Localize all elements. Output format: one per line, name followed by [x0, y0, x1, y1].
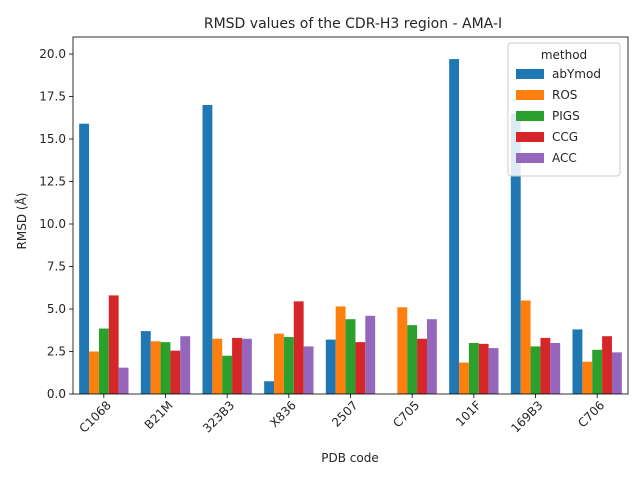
x-tick-label: C706: [575, 398, 607, 430]
x-tick-label: X836: [267, 398, 299, 430]
y-tick-label: 5.0: [47, 302, 66, 316]
bar-abYmod-C1068: [79, 123, 90, 394]
y-tick-label: 7.5: [47, 260, 66, 274]
bar-PIGS-C705: [407, 325, 418, 394]
bar-abYmod-2507: [325, 339, 336, 394]
bar-ACC-B21M: [180, 336, 191, 394]
y-axis-title: RMSD (Å): [14, 193, 29, 250]
bar-PIGS-169B3: [530, 346, 541, 394]
bar-CCG-323B3: [232, 337, 242, 394]
bar-ROS-2507: [335, 306, 346, 394]
bar-abYmod-323B3: [202, 105, 213, 394]
bar-ACC-2507: [365, 315, 376, 394]
y-tick-label: 0.0: [47, 387, 66, 401]
legend-swatch-ACC: [516, 153, 544, 163]
x-tick-label: 323B3: [200, 398, 237, 435]
legend: method abYmod ROS PIGS CCG ACC: [507, 42, 621, 177]
bar-PIGS-X836: [283, 337, 294, 394]
bar-CCG-C706: [602, 336, 612, 394]
x-tick-label: C705: [390, 398, 422, 430]
bar-CCG-X836: [293, 301, 304, 394]
x-tick-label: B21M: [142, 398, 176, 432]
x-tick-label: 169B3: [508, 398, 545, 435]
bar-ROS-B21M: [150, 341, 161, 394]
x-tick-label: 2507: [329, 398, 360, 429]
bar-ROS-C706: [582, 361, 593, 394]
bar-PIGS-2507: [345, 319, 356, 394]
bar-ACC-323B3: [241, 338, 252, 394]
bar-PIGS-323B3: [222, 355, 233, 394]
bar-ROS-101F: [459, 362, 469, 394]
y-tick-label: 12.5: [39, 175, 66, 189]
bar-PIGS-101F: [468, 343, 479, 394]
bar-CCG-101F: [478, 343, 489, 394]
legend-label-CCG: CCG: [552, 130, 578, 144]
legend-label-ACC: ACC: [552, 151, 577, 165]
bars-group: [79, 59, 622, 394]
legend-swatch-CCG: [516, 132, 544, 142]
bar-ACC-169B3: [550, 343, 561, 394]
x-tick-label: C1068: [77, 398, 114, 435]
bar-ACC-C1068: [118, 367, 129, 394]
chart-title: RMSD values of the CDR-H3 region - AMA-I: [204, 16, 502, 32]
bar-ROS-323B3: [212, 338, 223, 394]
bar-ACC-C705: [426, 319, 437, 394]
x-axis-title: PDB code: [321, 451, 378, 465]
bar-CCG-B21M: [170, 350, 181, 394]
y-tick-label: 17.5: [39, 90, 66, 104]
bar-ACC-C706: [611, 352, 622, 394]
bar-ROS-C1068: [89, 351, 99, 394]
legend-swatch-PIGS: [516, 111, 544, 121]
legend-label-PIGS: PIGS: [552, 109, 580, 123]
bar-PIGS-C1068: [98, 328, 109, 394]
bar-ACC-X836: [303, 346, 314, 394]
y-tick-label: 20.0: [39, 47, 66, 61]
bar-abYmod-101F: [449, 59, 460, 394]
legend-swatch-ROS: [516, 90, 544, 100]
bar-PIGS-B21M: [160, 342, 171, 394]
bar-ROS-C705: [397, 307, 408, 394]
y-tick-label: 10.0: [39, 217, 66, 231]
bar-ROS-169B3: [520, 300, 531, 394]
bar-abYmod-X836: [264, 381, 275, 394]
legend-swatch-abYmod: [516, 69, 544, 79]
bar-CCG-2507: [355, 342, 366, 394]
bar-CCG-169B3: [540, 337, 551, 394]
bar-abYmod-C706: [572, 329, 583, 394]
bar-abYmod-B21M: [140, 331, 151, 394]
y-tick-label: 15.0: [39, 132, 66, 146]
x-tick-label: 101F: [453, 398, 484, 429]
bar-ACC-101F: [488, 348, 499, 394]
bar-CCG-C705: [417, 338, 427, 394]
bar-CCG-C1068: [108, 295, 119, 394]
bar-PIGS-C706: [592, 349, 603, 394]
legend-label-abYmod: abYmod: [552, 67, 601, 81]
legend-label-ROS: ROS: [552, 88, 577, 102]
legend-title: method: [541, 48, 587, 62]
y-tick-label: 2.5: [47, 345, 66, 359]
bar-abYmod-169B3: [510, 113, 521, 394]
bar-ROS-X836: [274, 333, 284, 394]
